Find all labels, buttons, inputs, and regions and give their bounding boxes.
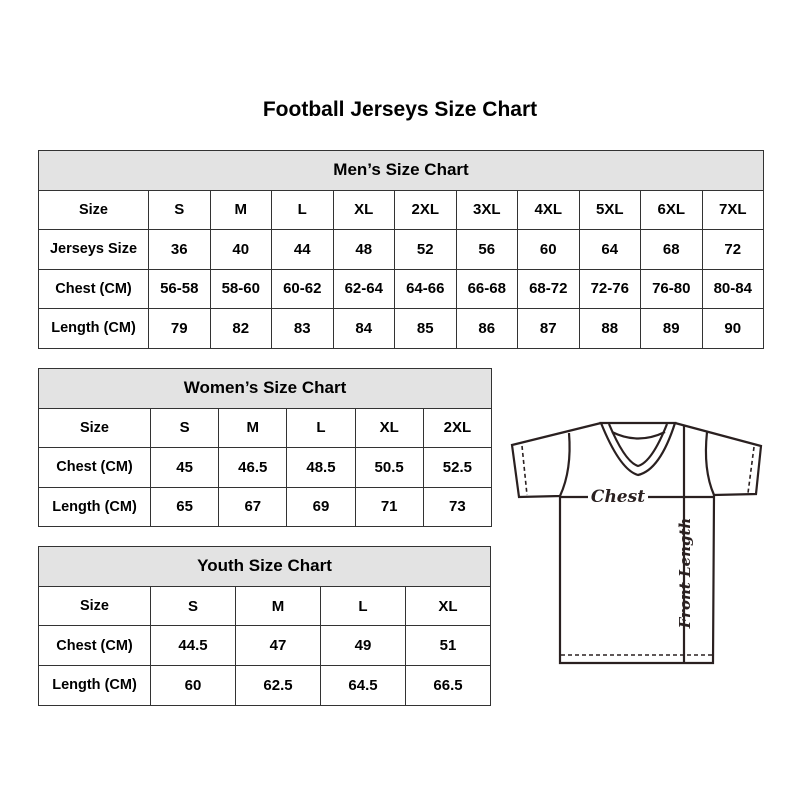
table-cell: 72-76: [578, 268, 641, 309]
table-cell: L: [286, 407, 356, 448]
table-row: Chest (CM) 45 46.5 48.5 50.5 52.5: [38, 447, 493, 488]
table-cell: 48.5: [286, 447, 356, 488]
table-cell: 64.5: [320, 665, 406, 706]
table-cell: L: [320, 585, 406, 627]
table-cell: 62-64: [332, 268, 395, 309]
table-cell: 7XL: [701, 189, 764, 230]
table-cell: 5XL: [578, 189, 641, 230]
table-cell: 60-62: [271, 268, 334, 309]
table-cell: 60: [150, 665, 236, 706]
table-cell: 88: [578, 308, 641, 349]
men-table-caption: Men’s Size Chart: [38, 150, 764, 191]
chest-label: Chest: [591, 487, 645, 507]
table-cell: 84: [332, 308, 395, 349]
row-label: Chest (CM): [38, 625, 151, 667]
table-cell: 86: [455, 308, 518, 349]
men-size-table: Men’s Size Chart Size S M L XL 2XL 3XL 4XL 5XL 6XL…: [38, 150, 764, 349]
table-cell: L: [271, 189, 334, 230]
table-cell: 52.5: [422, 447, 493, 488]
table-cell: 67: [218, 486, 288, 527]
table-cell: 82: [209, 308, 272, 349]
table-cell: 87: [517, 308, 580, 349]
table-cell: S: [149, 407, 220, 448]
table-cell: XL: [332, 189, 395, 230]
women-size-table: Women’s Size Chart Size S M L XL 2XL Chest (CM)…: [38, 368, 493, 527]
youth-size-table: Youth Size Chart Size S M L XL Chest (CM) 44.5 4…: [38, 546, 491, 706]
table-cell: 71: [354, 486, 424, 527]
table-row: Chest (CM) 44.5 47 49 51: [38, 625, 491, 667]
table-cell: S: [150, 585, 236, 627]
front-length-label: Front Length: [676, 518, 694, 630]
women-table-caption: Women’s Size Chart: [38, 368, 492, 409]
table-cell: M: [218, 407, 288, 448]
table-cell: 45: [149, 447, 220, 488]
table-row: Length (CM) 65 67 69 71 73: [38, 486, 493, 527]
youth-table-caption: Youth Size Chart: [38, 546, 491, 587]
table-cell: 44: [271, 229, 334, 270]
table-cell: 49: [320, 625, 406, 667]
table-cell: 56-58: [148, 268, 211, 309]
page-title: Football Jerseys Size Chart: [262, 98, 538, 121]
table-row: Jerseys Size 36 40 44 48 52 56 60 64 68 72: [38, 229, 764, 270]
table-cell: 68: [640, 229, 703, 270]
table-cell: 40: [209, 229, 272, 270]
table-row: Size S M L XL 2XL: [38, 407, 493, 448]
table-cell: 69: [286, 486, 356, 527]
table-cell: 62.5: [235, 665, 321, 706]
table-cell: XL: [354, 407, 424, 448]
table-row: Length (CM) 79 82 83 84 85 86 87 88 89 90: [38, 308, 764, 349]
table-cell: 68-72: [517, 268, 580, 309]
row-label: Length (CM): [38, 486, 151, 527]
table-cell: XL: [405, 585, 491, 627]
table-cell: 73: [422, 486, 493, 527]
row-label: Jerseys Size: [38, 229, 149, 270]
table-cell: 66.5: [405, 665, 491, 706]
table-cell: 48: [332, 229, 395, 270]
table-cell: 66-68: [455, 268, 518, 309]
table-cell: 85: [394, 308, 457, 349]
table-cell: 50.5: [354, 447, 424, 488]
row-label: Length (CM): [38, 308, 149, 349]
table-cell: 60: [517, 229, 580, 270]
table-cell: 90: [701, 308, 764, 349]
table-cell: 44.5: [150, 625, 236, 667]
row-label: Size: [38, 585, 151, 627]
table-cell: 51: [405, 625, 491, 667]
table-cell: 80-84: [701, 268, 764, 309]
table-cell: 76-80: [640, 268, 703, 309]
table-cell: M: [235, 585, 321, 627]
table-cell: 79: [148, 308, 211, 349]
table-cell: 2XL: [422, 407, 493, 448]
table-cell: 36: [148, 229, 211, 270]
row-label: Size: [38, 189, 149, 230]
table-row: Size S M L XL 2XL 3XL 4XL 5XL 6XL 7XL: [38, 189, 764, 230]
table-cell: 47: [235, 625, 321, 667]
table-row: Length (CM) 60 62.5 64.5 66.5: [38, 665, 491, 706]
row-label: Chest (CM): [38, 447, 151, 488]
table-cell: 6XL: [640, 189, 703, 230]
table-row: Size S M L XL: [38, 585, 491, 627]
table-cell: 65: [149, 486, 220, 527]
row-label: Size: [38, 407, 151, 448]
